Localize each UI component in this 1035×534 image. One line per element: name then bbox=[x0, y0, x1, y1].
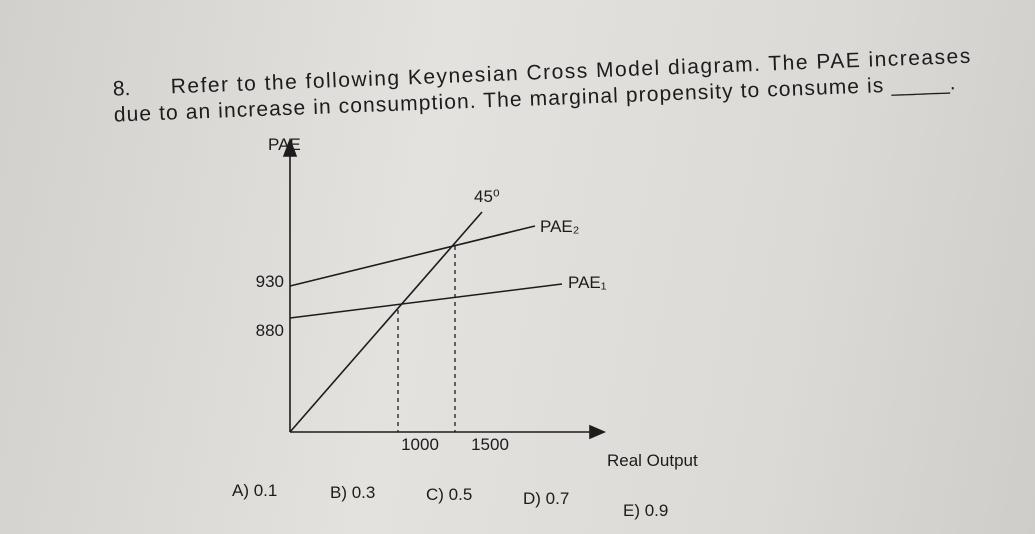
line-label: PAE₁ bbox=[568, 273, 607, 292]
choice: D) 0.7 bbox=[523, 489, 569, 508]
pae2-line bbox=[289, 225, 536, 287]
y-arrow bbox=[282, 137, 298, 157]
choice: E) 0.9 bbox=[623, 501, 668, 520]
choice: B) 0.3 bbox=[330, 483, 375, 502]
x-arrow bbox=[589, 424, 607, 440]
question-number: 8. bbox=[112, 77, 130, 101]
pae1-line bbox=[289, 283, 563, 319]
y-label: 930 bbox=[256, 272, 284, 291]
y-axis-label: PAE bbox=[268, 135, 301, 154]
line-label: PAE₂ bbox=[540, 217, 579, 236]
angle-label: 45⁰ bbox=[474, 187, 500, 206]
line-45 bbox=[289, 211, 483, 433]
answer-blank: _____. bbox=[890, 71, 956, 96]
diagram bbox=[282, 137, 607, 440]
x-axis-label: Real Output bbox=[607, 451, 698, 470]
choice: A) 0.1 bbox=[232, 481, 277, 500]
choice: C) 0.5 bbox=[426, 485, 472, 504]
x-label: 1500 bbox=[471, 435, 509, 454]
question: 8. Refer to the following Keynesian Cros… bbox=[112, 45, 970, 127]
y-label: 880 bbox=[256, 321, 284, 340]
x-label: 1000 bbox=[401, 435, 439, 454]
